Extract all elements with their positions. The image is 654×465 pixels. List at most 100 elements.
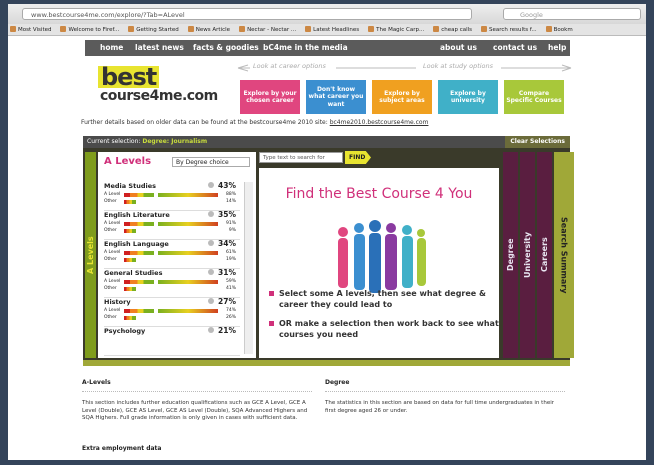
option-arrows (236, 64, 576, 72)
selection-value: Degree: Journalism (142, 138, 207, 145)
subject-list: A Levels By Degree choice Media Studies4… (98, 152, 256, 358)
arrow (336, 65, 571, 71)
other-row: Other41% (104, 286, 240, 291)
clear-selections[interactable]: Clear Selections (505, 136, 570, 148)
nav-link[interactable]: home (100, 40, 123, 56)
option-button[interactable]: Compare Specific Courses (504, 80, 564, 114)
list-heading: A Levels (104, 156, 151, 167)
grade-bar (158, 193, 218, 197)
find-button[interactable]: FIND (345, 151, 371, 164)
row-value: 61% (226, 250, 236, 255)
bookmark[interactable]: Most Visited (10, 24, 51, 35)
intro-bullet: OR make a selection then work back to se… (269, 318, 499, 340)
row-value: 26% (226, 315, 236, 320)
grade-bar (124, 280, 154, 284)
search-box[interactable]: Google (503, 8, 641, 20)
bookmark[interactable]: Latest Headlines (305, 24, 359, 35)
other-row: Other26% (104, 315, 240, 320)
page: bestcourse4me { "browser": { "url": "www… (0, 0, 654, 465)
screenshot: www.bestcourse4me.com/explore/?Tab=ALeve… (0, 0, 654, 465)
subject-name: General Studies (104, 269, 162, 277)
subject-name: English Literature (104, 211, 170, 219)
intro-title: Find the Best Course 4 You (259, 186, 499, 202)
subject-name: Media Studies (104, 182, 156, 190)
grade-bar (124, 316, 136, 320)
subject-name: Psychology (104, 327, 145, 335)
row-label: A Level (104, 221, 120, 226)
row-label: Other (104, 199, 117, 204)
explore-panel: A Levels A Levels By Degree choice Media… (83, 148, 570, 366)
notice-link[interactable]: bc4me2010.bestcourse4me.com (330, 119, 429, 126)
nav-link[interactable]: facts & goodies (193, 40, 259, 56)
a-level-row: A Level 91% (104, 221, 240, 226)
intro-area: Find the Best Course 4 You Select some A… (259, 168, 499, 358)
row-value: 59% (226, 279, 236, 284)
bookmark[interactable]: The Magic Carp... (368, 24, 424, 35)
bookmarks-bar: Most Visited Welcome to Firef... Getting S… (8, 24, 646, 36)
bookmark[interactable]: cheap calls (433, 24, 472, 35)
row-value: 88% (226, 192, 236, 197)
footer-left-subheading: Extra employment data (82, 445, 161, 452)
bookmark[interactable]: Nectar - Nectar ... (239, 24, 296, 35)
nav-link[interactable]: about us (440, 40, 477, 56)
right-tab[interactable]: University (520, 152, 535, 358)
search-input[interactable]: Type text to search for (259, 152, 343, 163)
address-bar[interactable]: www.bestcourse4me.com/explore/?Tab=ALeve… (22, 8, 472, 20)
row-label: Other (104, 286, 117, 291)
bookmark[interactable]: News Article (188, 24, 230, 35)
option-button[interactable]: Explore by university (438, 80, 498, 114)
row-value: 14% (226, 199, 236, 204)
divider (82, 391, 312, 392)
sort-select[interactable]: By Degree choice (172, 157, 250, 167)
selection-bar: Current selection: Degree: Journalism Cl… (83, 136, 570, 148)
subject-name: History (104, 298, 131, 306)
logo-best[interactable]: best (98, 66, 159, 88)
option-button[interactable]: Explore by your chosen career (240, 80, 300, 114)
grade-bar (124, 193, 154, 197)
people-illustration (329, 218, 429, 294)
subject-percent: 31% (208, 268, 236, 277)
subject-name: English Language (104, 240, 169, 248)
bookmark[interactable]: Getting Started (128, 24, 179, 35)
footer-right-text: The statistics in this section are based… (325, 400, 563, 415)
browser-toolbar: www.bestcourse4me.com/explore/?Tab=ALeve… (8, 4, 646, 24)
grade-bar (124, 229, 136, 233)
nav-link[interactable]: contact us (493, 40, 537, 56)
row-label: A Level (104, 279, 120, 284)
option-button[interactable]: Explore by subject areas (372, 80, 432, 114)
logo-domain[interactable]: course4me.com (100, 88, 218, 104)
grade-bar (158, 222, 218, 226)
right-tab[interactable]: Degree (503, 152, 518, 358)
selection-label: Current selection: (87, 138, 140, 145)
subject-item[interactable]: Psychology 21% (104, 327, 240, 356)
nav-link[interactable]: latest news (135, 40, 184, 56)
grade-bar (124, 251, 154, 255)
row-label: Other (104, 257, 117, 262)
intro-bullet: Select some A levels, then see what degr… (269, 288, 499, 310)
subject-percent: 21% (208, 326, 236, 335)
a-levels-tab[interactable]: A Levels (85, 152, 96, 358)
bookmark[interactable]: Search results f... (481, 24, 537, 35)
right-tab[interactable]: Search Summary (554, 152, 574, 358)
a-level-row: A Level74% (104, 308, 240, 313)
bookmark[interactable]: Bookm (546, 24, 573, 35)
row-value: 91% (226, 221, 236, 226)
grade-bar (158, 280, 218, 284)
scrollbar[interactable] (244, 182, 253, 354)
subject-percent: 27% (208, 297, 236, 306)
bookmark[interactable]: Welcome to Firef... (60, 24, 119, 35)
right-tab[interactable]: Careers (537, 152, 552, 358)
other-row: Other19% (104, 257, 240, 262)
arrow (238, 65, 250, 71)
option-button[interactable]: Don't know what career you want (306, 80, 366, 114)
nav-link[interactable]: help (548, 40, 566, 56)
grade-bar (158, 309, 218, 313)
nav-link[interactable]: bC4me in the media (263, 40, 348, 56)
